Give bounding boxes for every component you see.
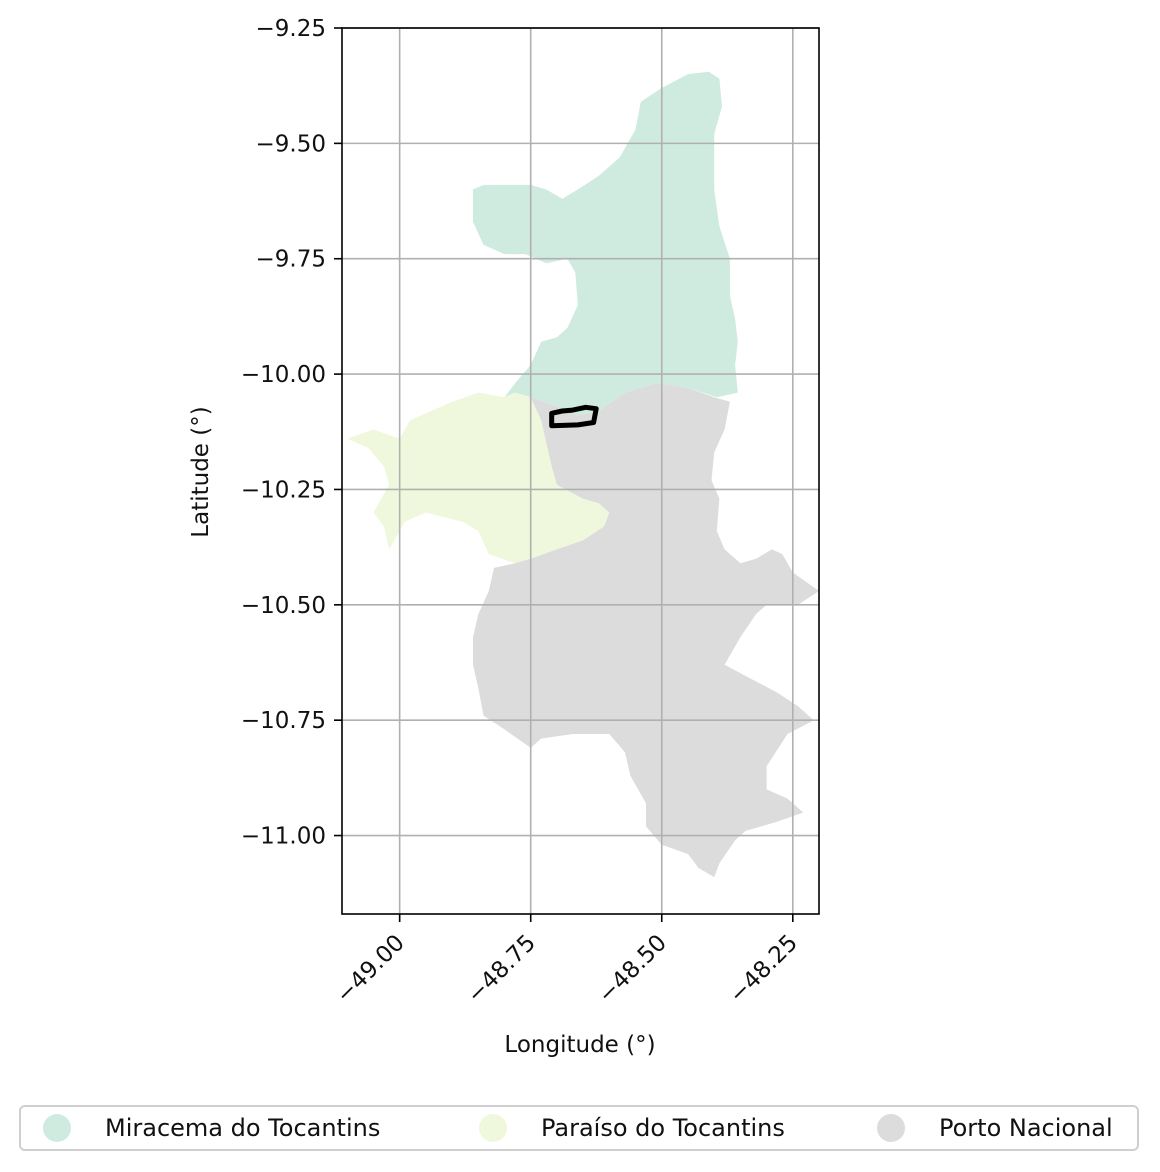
region-paraiso-do-tocantins [347,392,610,564]
regions-layer [347,71,819,878]
legend-item-miracema: Miracema do Tocantins [43,1107,380,1149]
y-tick-label: −10.75 [241,708,326,734]
x-tick-label: −48.25 [724,930,803,1009]
legend-label-porto-nacional: Porto Nacional [939,1114,1113,1142]
y-tick-label: −9.75 [256,247,326,273]
y-tick-label: −11.00 [241,824,326,850]
x-tick-label: −49.00 [331,930,410,1009]
x-ticks: −49.00 −48.75 −48.50 −48.25 [331,914,803,1008]
highlight-polygon [549,404,599,429]
y-axis-title: Latitude (°) [188,406,214,537]
legend: Miracema do Tocantins Paraíso do Tocanti… [19,1105,1139,1151]
map-figure: −49.00 −48.75 −48.50 −48.25 −9.25 −9.50 −9.75… [188,16,820,1058]
highlight-outline [549,404,599,429]
legend-label-paraiso: Paraíso do Tocantins [541,1114,785,1142]
y-tick-label: −10.25 [241,477,326,503]
legend-marker-paraiso [479,1114,507,1142]
legend-label-miracema: Miracema do Tocantins [105,1114,381,1142]
y-ticks: −9.25 −9.50 −9.75 −10.00 −10.25 −10.50 −10.75 −… [241,16,342,850]
grid-lines [342,27,819,914]
x-tick-label: −48.75 [462,930,541,1009]
x-tick-label: −48.50 [593,930,672,1009]
legend-item-porto-nacional: Porto Nacional [877,1107,1113,1149]
x-axis-title: Longitude (°) [504,1032,655,1058]
legend-item-paraiso: Paraíso do Tocantins [479,1107,785,1149]
region-porto-nacional [473,383,819,878]
legend-marker-miracema [43,1114,71,1142]
plot-frame [341,27,820,915]
y-tick-label: −10.00 [241,362,326,388]
legend-marker-porto-nacional [877,1114,905,1142]
y-tick-label: −9.50 [256,131,326,157]
y-tick-label: −10.50 [241,593,326,619]
region-miracema-do-tocantins [473,71,738,416]
y-tick-label: −9.25 [256,16,326,42]
